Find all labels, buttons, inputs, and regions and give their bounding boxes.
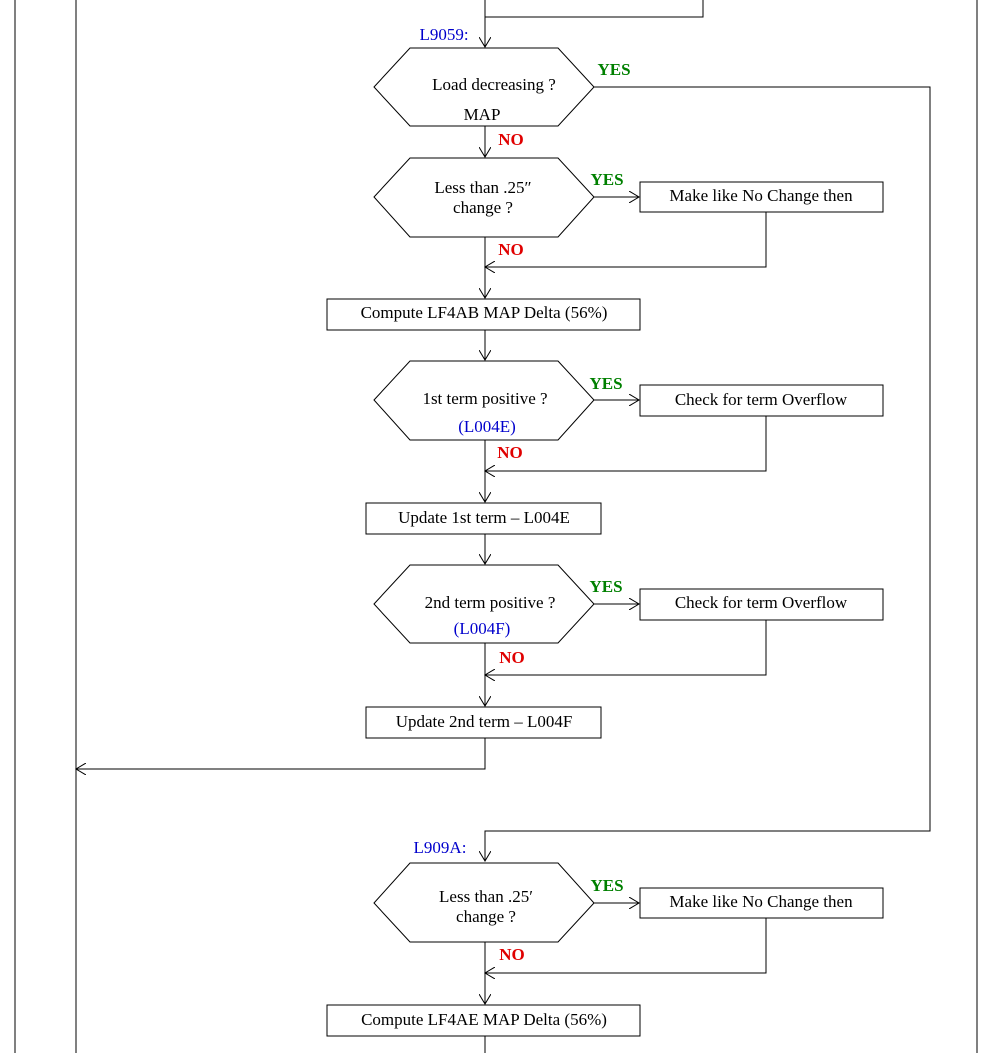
entry-label: L9059: (419, 25, 468, 44)
process-box (639, 588, 884, 621)
decision (373, 47, 595, 127)
process-box (326, 298, 641, 331)
process-box (365, 706, 602, 739)
decision-text: Load decreasing ? (432, 75, 556, 94)
decision (373, 360, 595, 441)
yes-label: YES (590, 876, 623, 895)
yes-label: YES (597, 60, 630, 79)
box-text: Compute LF4AE MAP Delta (56%) (361, 1010, 607, 1029)
yes-label: YES (589, 374, 622, 393)
box-text: Compute LF4AB MAP Delta (56%) (361, 303, 608, 322)
box-text: Update 1st term – L004E (398, 508, 570, 527)
yes-label: YES (590, 170, 623, 189)
no-label: NO (498, 130, 524, 149)
no-label: NO (499, 648, 525, 667)
decision (373, 862, 595, 943)
process-box (639, 384, 884, 417)
yes-label: YES (589, 577, 622, 596)
labels: L9059: L909A: Load decreasing ? MAP YES … (361, 25, 853, 1029)
decision-text: 1st term positive ? (422, 389, 547, 408)
process-box (326, 1004, 641, 1037)
entry-label: L909A: (414, 838, 467, 857)
process-box (639, 181, 884, 213)
no-label: NO (499, 945, 525, 964)
process-box (365, 502, 602, 535)
decision-text: 2nd term positive ? (425, 593, 556, 612)
shapes (326, 47, 884, 1037)
box-text: Make like No Change then (669, 186, 853, 205)
box-text: Make like No Change then (669, 892, 853, 911)
box-text: Check for term Overflow (675, 390, 848, 409)
process-box (639, 887, 884, 919)
decision-text: change ? (453, 198, 513, 217)
decision-note: MAP (464, 105, 501, 124)
decision-text: Less than .25′ (439, 887, 533, 906)
decision-note: (L004F) (454, 619, 511, 638)
no-label: NO (497, 443, 523, 462)
decision-text: change ? (456, 907, 516, 926)
connectors (14, 0, 978, 1053)
decision-text: Less than .25″ (434, 178, 531, 197)
no-label: NO (498, 240, 524, 259)
decision-note: (L004E) (458, 417, 516, 436)
decision (373, 157, 595, 238)
box-text: Update 2nd term – L004F (396, 712, 573, 731)
decision (373, 564, 595, 644)
box-text: Check for term Overflow (675, 593, 848, 612)
